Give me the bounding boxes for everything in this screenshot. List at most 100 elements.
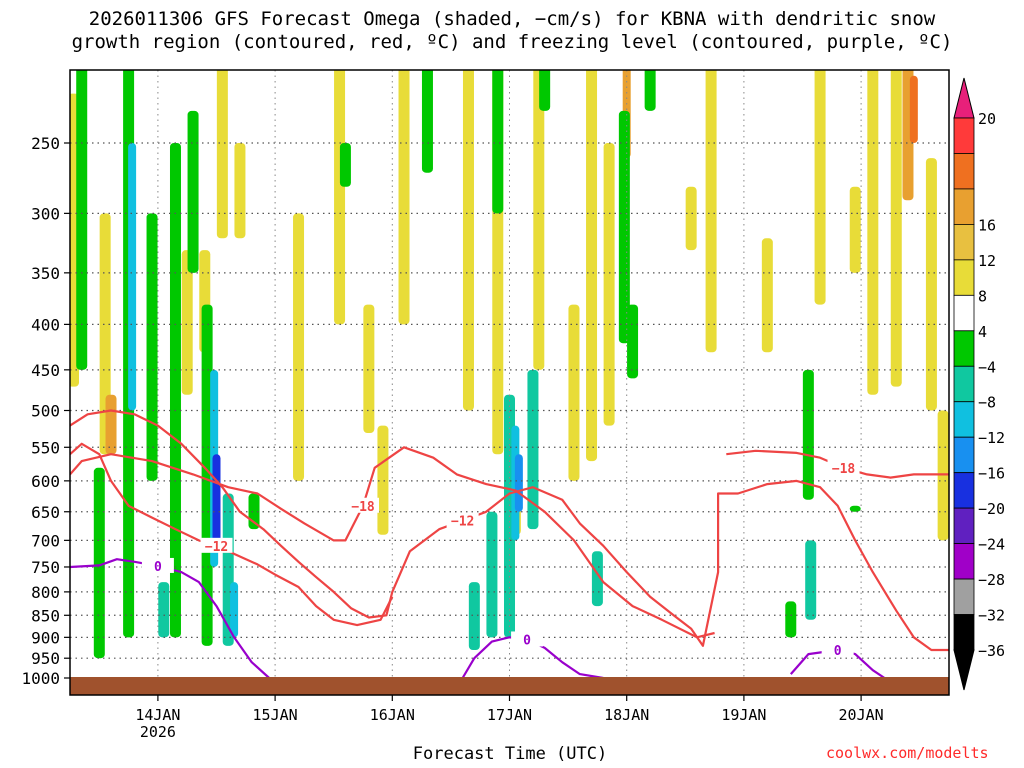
omega-band-18 xyxy=(586,70,598,462)
omega-band-24 xyxy=(814,70,826,305)
dgz-contour-label-1: −12 xyxy=(205,540,228,555)
colorbar-label-13: −36 xyxy=(978,642,1005,660)
title-line-2: growth region (contoured, red, ºC) and f… xyxy=(71,31,953,53)
colorbar-label-5: −4 xyxy=(978,358,996,376)
y-axis: 250 300 350 400 450 500 550 600 650 700 750 800 850 9… xyxy=(21,134,70,688)
omega-band-17 xyxy=(568,304,580,481)
omega-band-62 xyxy=(805,540,817,620)
colorbar-label-2: 12 xyxy=(978,252,996,270)
colorbar-label-0: 20 xyxy=(978,110,996,128)
x-axis-label: Forecast Time (UTC) xyxy=(412,744,608,764)
x-tick-label-15: 15JAN xyxy=(253,706,298,724)
omega-band-10 xyxy=(363,304,375,433)
y-tick-label-900: 900 xyxy=(31,628,60,647)
colorbar-swatch-13 xyxy=(953,578,975,615)
freezing-contour-label-bg-0 xyxy=(141,557,174,573)
credit-link[interactable]: coolwx.com/modelts xyxy=(826,744,989,762)
omega-band-25 xyxy=(849,186,861,273)
x-tick-label-20: 20JAN xyxy=(839,706,884,724)
dgz-contour-2 xyxy=(70,446,715,639)
y-tick-label-1000: 1000 xyxy=(21,669,60,688)
omega-band-35 xyxy=(128,143,137,411)
ground-surface xyxy=(70,677,949,695)
freezing-contour-label-bg-2 xyxy=(821,641,854,657)
freezing-contour-label-2: 0 xyxy=(834,644,842,659)
colorbar-label-8: −16 xyxy=(978,465,1005,483)
y-tick-label-700: 700 xyxy=(31,531,60,550)
colorbar-swatch-14 xyxy=(953,614,975,651)
x-tick-label-19: 19JAN xyxy=(721,706,766,724)
y-tick-label-750: 750 xyxy=(31,558,60,577)
omega-band-39 xyxy=(187,110,199,273)
colorbar-swatch-2 xyxy=(953,188,975,225)
omega-band-38 xyxy=(169,143,181,638)
omega-band-2 xyxy=(105,394,117,455)
omega-band-58 xyxy=(627,304,639,379)
omega-band-30 xyxy=(925,158,937,411)
colorbar-swatch-11 xyxy=(953,507,975,544)
omega-band-47 xyxy=(421,70,433,173)
x-tick-label-14: 14JAN xyxy=(135,706,180,724)
colorbar-swatch-10 xyxy=(953,472,975,509)
colorbar-swatch-3 xyxy=(953,223,975,261)
dgz-contour-label-0: −12 xyxy=(451,515,474,530)
omega-band-32 xyxy=(76,70,88,370)
colorbar-label-7: −12 xyxy=(978,429,1005,447)
omega-band-12 xyxy=(398,70,410,325)
colorbar-label-1: 16 xyxy=(978,216,996,234)
omega-band-23 xyxy=(761,238,773,353)
omega-band-60 xyxy=(785,601,797,638)
y-tick-label-550: 550 xyxy=(31,438,60,457)
y-tick-label-950: 950 xyxy=(31,649,60,668)
omega-band-16 xyxy=(533,70,545,370)
dgz-contour-label-bg-1 xyxy=(200,537,233,553)
y-tick-label-600: 600 xyxy=(31,472,60,491)
y-tick-label-850: 850 xyxy=(31,606,60,625)
omega-band-40 xyxy=(201,304,213,646)
y-tick-label-300: 300 xyxy=(31,204,60,223)
omega-band-8 xyxy=(293,213,305,481)
omega-band-7 xyxy=(234,143,246,239)
colorbar-label-12: −32 xyxy=(978,607,1005,625)
contour-lines: −12 −12 −18 −18 0 0 0 xyxy=(70,409,949,680)
colorbar-label-9: −20 xyxy=(978,500,1005,518)
omega-band-26 xyxy=(867,70,879,395)
dgz-contour-label-bg-0 xyxy=(446,512,479,528)
omega-band-36 xyxy=(146,213,158,481)
colorbar-swatch-5 xyxy=(953,294,975,332)
y-tick-label-400: 400 xyxy=(31,315,60,334)
y-tick-label-800: 800 xyxy=(31,583,60,602)
omega-band-63 xyxy=(849,505,861,512)
x-tick-label-16: 16JAN xyxy=(370,706,415,724)
omega-band-55 xyxy=(539,70,551,111)
omega-band-19 xyxy=(603,143,615,426)
colorbar-label-10: −24 xyxy=(978,536,1005,554)
colorbar-swatch-1 xyxy=(953,153,975,190)
freezing-contour-label-1: 0 xyxy=(523,633,531,648)
title-line-1: 2026011306 GFS Forecast Omega (shaded, −… xyxy=(88,8,936,30)
colorbar-label-3: 8 xyxy=(978,287,987,305)
freezing-contour-label-0: 0 xyxy=(154,560,162,575)
x-tick-label-18: 18JAN xyxy=(604,706,649,724)
omega-band-4 xyxy=(181,250,193,395)
omega-band-29 xyxy=(909,75,918,143)
x-tick-label-17: 17JAN xyxy=(487,706,532,724)
omega-band-61 xyxy=(802,369,814,500)
omega-band-49 xyxy=(486,511,498,638)
dgz-contour-label-3: −18 xyxy=(832,462,856,477)
colorbar-top-triangle xyxy=(953,77,975,119)
y-tick-label-350: 350 xyxy=(31,264,60,283)
y-tick-label-500: 500 xyxy=(31,402,60,421)
omega-band-6 xyxy=(216,70,228,239)
omega-band-48 xyxy=(468,582,480,650)
omega-band-11 xyxy=(377,425,389,535)
omega-band-37 xyxy=(158,582,170,638)
omega-band-22 xyxy=(705,70,717,353)
chart-title: 2026011306 GFS Forecast Omega (shaded, −… xyxy=(0,8,1024,54)
omega-band-13 xyxy=(462,70,474,411)
colorbar-label-4: 4 xyxy=(978,323,987,341)
freezing-contour-0 xyxy=(70,558,270,679)
colorbar-bottom-triangle xyxy=(953,649,975,691)
x-tick-sublabel-14: 2026 xyxy=(140,723,176,741)
